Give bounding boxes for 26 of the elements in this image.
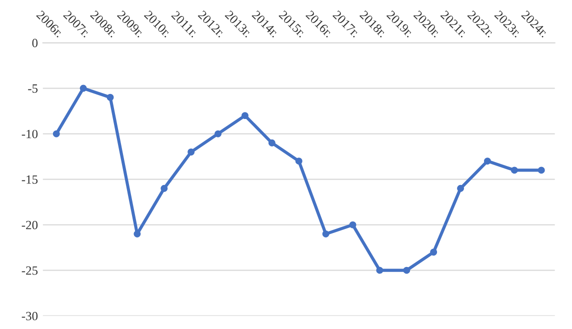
point	[214, 130, 222, 138]
point	[188, 148, 195, 156]
point	[510, 166, 518, 174]
y-tick-label: -20	[22, 220, 38, 230]
point	[52, 130, 60, 138]
point	[134, 230, 141, 238]
point	[403, 266, 410, 274]
point	[106, 94, 114, 101]
y-tick-label: -25	[22, 266, 38, 275]
y-tick-label: -15	[22, 175, 38, 184]
point	[484, 158, 491, 165]
y-tick-label: 0	[32, 38, 38, 48]
point	[538, 166, 545, 174]
point	[80, 84, 87, 92]
point	[322, 230, 330, 238]
point	[268, 139, 276, 146]
point	[242, 112, 248, 120]
point	[349, 221, 356, 228]
point	[376, 266, 384, 274]
point	[430, 248, 438, 256]
point	[457, 184, 464, 192]
point	[160, 184, 168, 192]
y-tick-label: -5	[28, 84, 38, 93]
y-tick-label: -10	[22, 130, 38, 138]
y-tick-label: -30	[22, 312, 38, 320]
point	[295, 158, 302, 165]
